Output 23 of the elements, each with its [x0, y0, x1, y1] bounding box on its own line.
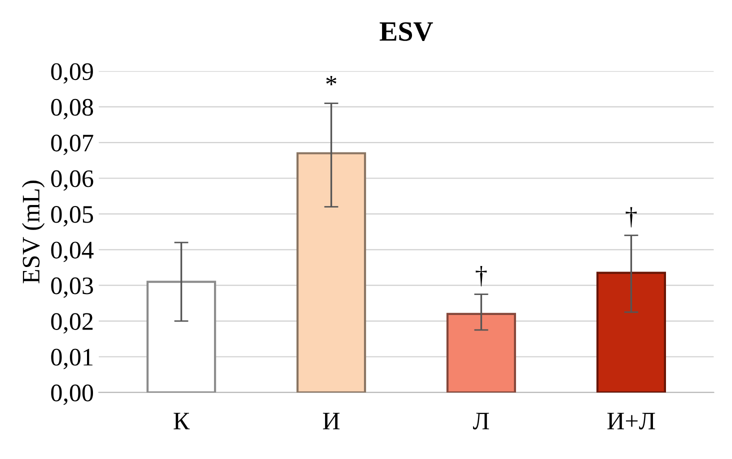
x-tick-label: К: [174, 412, 190, 430]
y-tick-label: 0,08: [51, 98, 94, 120]
y-tick-label: 0,02: [51, 313, 93, 334]
x-tick-label: И+Л: [607, 412, 656, 430]
y-tick-label: 0,07: [51, 134, 94, 156]
y-tick-label: 0,05: [51, 206, 93, 226]
bar: [296, 152, 366, 392]
chart-title: ESV: [380, 22, 433, 42]
bar: [446, 312, 516, 392]
annotation: *: [326, 76, 336, 86]
y-tick-label: 0,00: [51, 384, 94, 405]
y-axis-title: ESV (mL): [22, 180, 45, 284]
y-tick-label: 0,03: [51, 277, 93, 298]
y-tick-label: 0,09: [51, 63, 93, 84]
bar: [146, 280, 216, 392]
y-tick-label: 0,01: [51, 348, 92, 370]
bar: [596, 272, 666, 392]
annotation: †: [626, 207, 637, 228]
annotation: †: [476, 266, 487, 286]
x-tick-label: И: [322, 412, 340, 430]
y-tick-label: 0,04: [51, 242, 94, 262]
x-tick-label: Л: [472, 412, 489, 430]
y-tick-label: 0,06: [51, 170, 94, 191]
